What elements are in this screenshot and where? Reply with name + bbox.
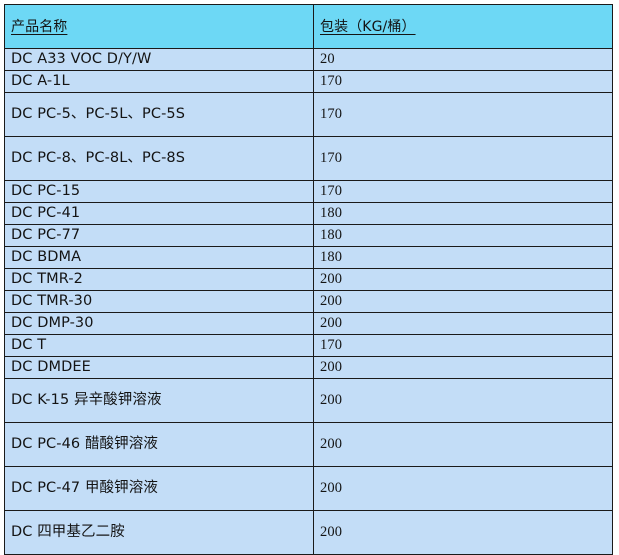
cell-packaging-value: 170 xyxy=(313,92,613,137)
table-row: DC K-15 异辛酸钾溶液 200 xyxy=(4,378,613,423)
product-name-text: DC PC-41 xyxy=(11,205,81,222)
packaging-value-text: 20 xyxy=(320,51,335,68)
product-name-text: DC A33 VOC D/Y/W xyxy=(11,51,152,68)
cell-packaging-value: 180 xyxy=(313,202,613,225)
packaging-value-text: 180 xyxy=(320,227,343,244)
table-row: DC DMDEE 200 xyxy=(4,356,613,379)
cell-packaging-value: 200 xyxy=(313,312,613,335)
cell-packaging-value: 200 xyxy=(313,422,613,467)
product-name-text: DC DMDEE xyxy=(11,359,91,376)
cell-packaging-value: 200 xyxy=(313,268,613,291)
cell-product-name: DC DMP-30 xyxy=(4,312,314,335)
product-name-text: DC PC-5、PC-5L、PC-5S xyxy=(11,106,186,123)
cell-packaging-value: 200 xyxy=(313,510,613,555)
table-row: DC DMP-30 200 xyxy=(4,312,613,335)
column-header-product-name: 产品名称 xyxy=(4,4,314,49)
product-name-text: DC PC-15 xyxy=(11,183,81,200)
cell-packaging-value: 200 xyxy=(313,466,613,511)
cell-packaging-value: 170 xyxy=(313,334,613,357)
cell-product-name: DC K-15 异辛酸钾溶液 xyxy=(4,378,314,423)
cell-product-name: DC PC-15 xyxy=(4,180,314,203)
table-row: DC 四甲基乙二胺 200 xyxy=(4,510,613,555)
table-body: DC A33 VOC D/Y/W 20 DC A-1L 170 DC PC-5、PC-5… xyxy=(4,48,613,555)
packaging-value-text: 170 xyxy=(320,150,343,167)
product-name-text: DC PC-77 xyxy=(11,227,81,244)
column-header-packaging: 包装（KG/桶） xyxy=(313,4,613,49)
table-row: DC PC-5、PC-5L、PC-5S 170 xyxy=(4,92,613,137)
cell-product-name: DC BDMA xyxy=(4,246,314,269)
cell-product-name: DC TMR-2 xyxy=(4,268,314,291)
table-row: DC PC-46 醋酸钾溶液 200 xyxy=(4,422,613,467)
table-row: DC PC-77 180 xyxy=(4,224,613,247)
cell-product-name: DC DMDEE xyxy=(4,356,314,379)
cell-product-name: DC PC-46 醋酸钾溶液 xyxy=(4,422,314,467)
table-row: DC T 170 xyxy=(4,334,613,357)
cell-product-name: DC TMR-30 xyxy=(4,290,314,313)
table-row: DC A-1L 170 xyxy=(4,70,613,93)
packaging-value-text: 200 xyxy=(320,359,343,376)
cell-packaging-value: 200 xyxy=(313,378,613,423)
cell-product-name: DC A33 VOC D/Y/W xyxy=(4,48,314,71)
packaging-value-text: 170 xyxy=(320,106,343,123)
packaging-value-text: 200 xyxy=(320,480,343,497)
packaging-value-text: 200 xyxy=(320,524,343,541)
cell-packaging-value: 170 xyxy=(313,180,613,203)
cell-product-name: DC PC-41 xyxy=(4,202,314,225)
product-name-text: DC BDMA xyxy=(11,249,82,266)
product-name-text: DC TMR-2 xyxy=(11,271,84,288)
cell-product-name: DC PC-8、PC-8L、PC-8S xyxy=(4,136,314,181)
column-header-product-name-label: 产品名称 xyxy=(11,18,68,35)
product-name-text: DC PC-46 醋酸钾溶液 xyxy=(11,436,158,453)
cell-product-name: DC PC-47 甲酸钾溶液 xyxy=(4,466,314,511)
cell-packaging-value: 170 xyxy=(313,136,613,181)
table-row: DC TMR-2 200 xyxy=(4,268,613,291)
product-name-text: DC 四甲基乙二胺 xyxy=(11,524,125,541)
product-name-text: DC DMP-30 xyxy=(11,315,94,332)
product-table-container: 产品名称 包装（KG/桶） DC A33 VOC D/Y/W 20 DC A-1L 1… xyxy=(4,4,613,555)
table-row: DC BDMA 180 xyxy=(4,246,613,269)
packaging-value-text: 170 xyxy=(320,73,343,90)
cell-product-name: DC PC-5、PC-5L、PC-5S xyxy=(4,92,314,137)
table-row: DC PC-15 170 xyxy=(4,180,613,203)
cell-packaging-value: 200 xyxy=(313,356,613,379)
cell-packaging-value: 180 xyxy=(313,224,613,247)
table-row: DC PC-41 180 xyxy=(4,202,613,225)
packaging-value-text: 170 xyxy=(320,337,343,354)
product-name-text: DC K-15 异辛酸钾溶液 xyxy=(11,392,162,409)
packaging-value-text: 200 xyxy=(320,392,343,409)
product-name-text: DC T xyxy=(11,337,47,354)
table-header: 产品名称 包装（KG/桶） xyxy=(4,4,613,49)
table-row: DC A33 VOC D/Y/W 20 xyxy=(4,48,613,71)
table-row: DC PC-47 甲酸钾溶液 200 xyxy=(4,466,613,511)
column-header-packaging-label: 包装（KG/桶） xyxy=(320,18,416,35)
cell-product-name: DC T xyxy=(4,334,314,357)
product-name-text: DC PC-47 甲酸钾溶液 xyxy=(11,480,158,497)
product-name-text: DC A-1L xyxy=(11,73,70,90)
cell-product-name: DC 四甲基乙二胺 xyxy=(4,510,314,555)
cell-packaging-value: 180 xyxy=(313,246,613,269)
packaging-value-text: 170 xyxy=(320,183,343,200)
cell-packaging-value: 170 xyxy=(313,70,613,93)
cell-product-name: DC A-1L xyxy=(4,70,314,93)
product-name-text: DC PC-8、PC-8L、PC-8S xyxy=(11,150,186,167)
product-name-text: DC TMR-30 xyxy=(11,293,93,310)
packaging-value-text: 200 xyxy=(320,271,343,288)
packaging-value-text: 180 xyxy=(320,205,343,222)
packaging-value-text: 180 xyxy=(320,249,343,266)
table-row: DC TMR-30 200 xyxy=(4,290,613,313)
product-packaging-table: 产品名称 包装（KG/桶） DC A33 VOC D/Y/W 20 DC A-1L 1… xyxy=(4,4,613,555)
cell-packaging-value: 20 xyxy=(313,48,613,71)
cell-product-name: DC PC-77 xyxy=(4,224,314,247)
packaging-value-text: 200 xyxy=(320,293,343,310)
table-header-row: 产品名称 包装（KG/桶） xyxy=(4,4,613,49)
cell-packaging-value: 200 xyxy=(313,290,613,313)
packaging-value-text: 200 xyxy=(320,436,343,453)
packaging-value-text: 200 xyxy=(320,315,343,332)
table-row: DC PC-8、PC-8L、PC-8S 170 xyxy=(4,136,613,181)
